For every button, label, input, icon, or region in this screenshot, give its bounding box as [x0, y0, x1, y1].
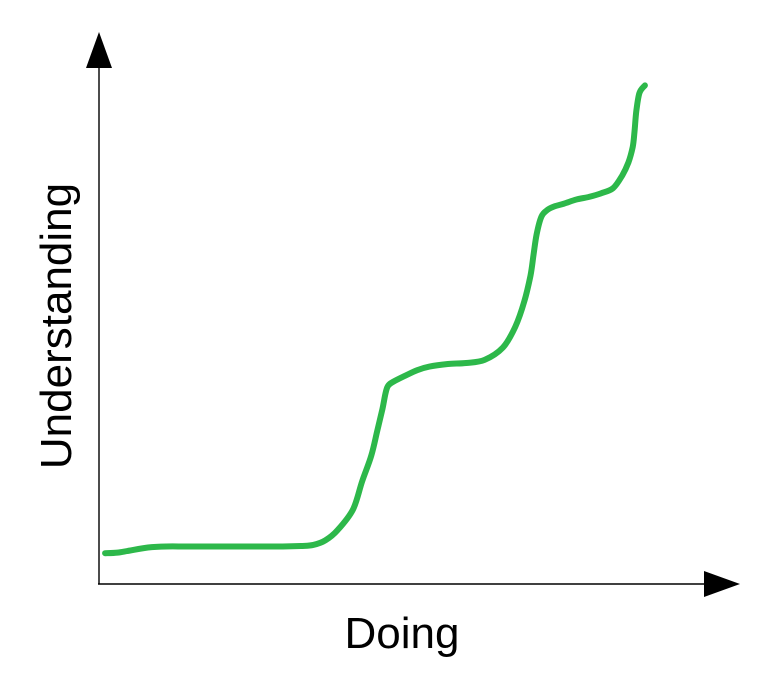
- x-axis-arrow-icon: [704, 571, 740, 597]
- x-axis-label: Doing: [345, 609, 460, 658]
- y-axis-label: Understanding: [32, 183, 81, 469]
- series-line: [102, 82, 648, 557]
- y-axis-arrow-icon: [86, 32, 112, 68]
